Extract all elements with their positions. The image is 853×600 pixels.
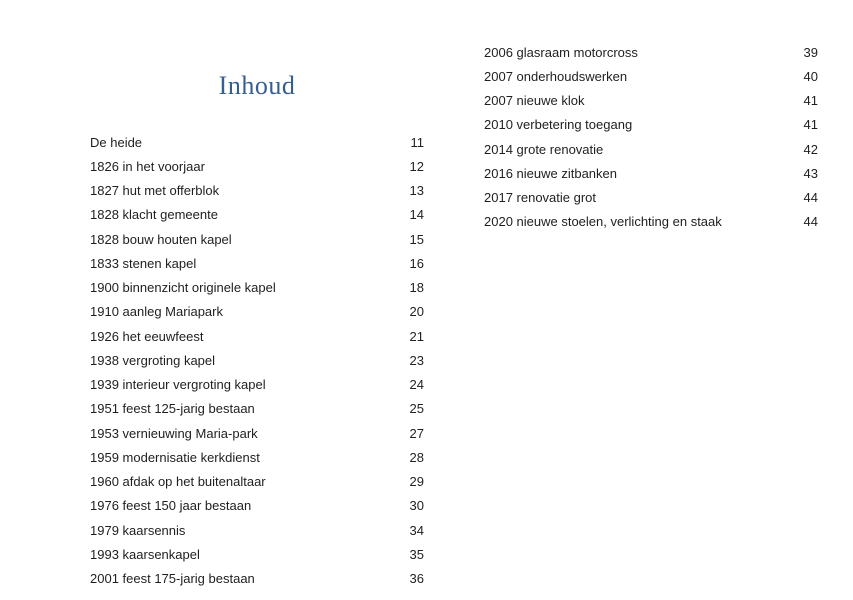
toc-entry-label: 1826 in het voorjaar <box>90 158 205 174</box>
toc-entry: 2014 grote renovatie 42 <box>484 137 818 161</box>
toc-entry: 2007 nieuwe klok 41 <box>484 89 818 113</box>
toc-entry-page: 28 <box>409 449 424 465</box>
toc-entry-page: 41 <box>803 93 818 109</box>
toc-entry-label: 1951 feest 125-jarig bestaan <box>90 401 255 417</box>
toc-entry: 1900 binnenzicht originele kapel 18 <box>90 276 424 300</box>
toc-entry-label: 1828 bouw houten kapel <box>90 231 232 247</box>
toc-entry-label: 2016 nieuwe zitbanken <box>484 165 617 181</box>
toc-entry: 1828 klacht gemeente 14 <box>90 203 424 227</box>
toc-entry-label: 1939 interieur vergroting kapel <box>90 377 266 393</box>
toc-entry-page: 34 <box>409 522 424 538</box>
toc-entry-label: 1833 stenen kapel <box>90 255 197 271</box>
toc-entry-label: 1828 klacht gemeente <box>90 207 218 223</box>
toc-entry-page: 25 <box>409 401 424 417</box>
page-title: Inhoud <box>218 71 296 100</box>
toc-entry: 2006 glasraam motorcross 39 <box>484 40 818 64</box>
toc-entry-page: 18 <box>409 280 424 296</box>
toc-entry-label: De heide <box>90 134 143 150</box>
toc-entry: 1979 kaarsennis 34 <box>90 518 424 542</box>
toc-entry: 2010 verbetering toegang 41 <box>484 113 818 137</box>
toc-entry-page: 23 <box>409 352 424 368</box>
toc-entry-label: 2010 verbetering toegang <box>484 117 633 133</box>
toc-entry: 1828 bouw houten kapel 15 <box>90 227 424 251</box>
toc-entry-page: 20 <box>409 304 424 320</box>
toc-entry-page: 30 <box>409 498 424 514</box>
toc-entry-page: 40 <box>803 68 818 84</box>
toc-entry-page: 13 <box>409 183 424 199</box>
toc-entry: 1910 aanleg Mariapark 20 <box>90 300 424 324</box>
toc-entry-label: 2001 feest 175-jarig bestaan <box>90 571 255 587</box>
toc-entry-label: 1910 aanleg Mariapark <box>90 304 223 320</box>
toc-entry-label: 2007 nieuwe klok <box>484 93 585 109</box>
toc-entry-label: 1900 binnenzicht originele kapel <box>90 280 276 296</box>
toc-entry: 2020 nieuwe stoelen, verlichting en staa… <box>484 210 818 234</box>
toc-entry-label: 1993 kaarsenkapel <box>90 546 200 562</box>
toc-entry-label: 2014 grote renovatie <box>484 141 604 157</box>
toc-entry-label: 2020 nieuwe stoelen, verlichting en staa… <box>484 214 722 230</box>
toc-entry-page: 16 <box>409 255 424 271</box>
toc-entry-page: 39 <box>803 44 818 60</box>
toc-entry: 2017 renovatie grot 44 <box>484 186 818 210</box>
toc-entry: 2001 feest 175-jarig bestaan 36 <box>90 567 424 591</box>
toc-entry-label: 1926 het eeuwfeest <box>90 328 204 344</box>
toc-entry-label: 1979 kaarsennis <box>90 522 186 538</box>
toc-entry-page: 12 <box>409 158 424 174</box>
toc-entry-label: 1953 vernieuwing Maria-park <box>90 425 258 441</box>
toc-entry-page: 29 <box>409 474 424 490</box>
toc-entry-label: 1959 modernisatie kerkdienst <box>90 449 260 465</box>
toc-entry-label: 1938 vergroting kapel <box>90 352 216 368</box>
toc-entry-page: 36 <box>409 571 424 587</box>
toc-entry: De heide 11 <box>90 130 424 154</box>
toc-entry: 1926 het eeuwfeest 21 <box>90 324 424 348</box>
toc-entry-page: 35 <box>409 546 424 562</box>
toc-entry: 1953 vernieuwing Maria-park 27 <box>90 421 424 445</box>
toc-entry-label: 2017 renovatie grot <box>484 190 597 206</box>
toc-entry: 1939 interieur vergroting kapel 24 <box>90 373 424 397</box>
toc-entry-page: 42 <box>803 141 818 157</box>
toc-entry: 2007 onderhoudswerken 40 <box>484 64 818 88</box>
toc-entry-page: 44 <box>803 214 818 230</box>
toc-column-right: 2006 glasraam motorcross 39 2007 onderho… <box>484 40 818 234</box>
toc-entry: 1951 feest 125-jarig bestaan 25 <box>90 397 424 421</box>
toc-entry: 1938 vergroting kapel 23 <box>90 348 424 372</box>
toc-entry-label: 1960 afdak op het buitenaltaar <box>90 474 266 490</box>
toc-column-left: De heide 11 1826 in het voorjaar 12 1827… <box>90 130 424 591</box>
toc-entry: 1826 in het voorjaar 12 <box>90 154 424 178</box>
toc-entry-page: 11 <box>410 134 425 150</box>
toc-entry-page: 43 <box>803 165 818 181</box>
toc-entry-page: 41 <box>803 117 818 133</box>
toc-entry-page: 24 <box>409 377 424 393</box>
toc-entry-page: 44 <box>803 190 818 206</box>
toc-entry: 1959 modernisatie kerkdienst 28 <box>90 445 424 469</box>
toc-entry-page: 15 <box>409 231 424 247</box>
toc-entry: 1827 hut met offerblok 13 <box>90 179 424 203</box>
toc-entry: 1833 stenen kapel 16 <box>90 251 424 275</box>
toc-entry-label: 1976 feest 150 jaar bestaan <box>90 498 252 514</box>
toc-entry-page: 14 <box>409 207 424 223</box>
toc-entry-page: 21 <box>409 328 424 344</box>
toc-entry-page: 27 <box>409 425 424 441</box>
toc-entry: 2016 nieuwe zitbanken 43 <box>484 161 818 185</box>
toc-entry-label: 1827 hut met offerblok <box>90 183 220 199</box>
toc-entry: 1976 feest 150 jaar bestaan 30 <box>90 494 424 518</box>
toc-entry: 1960 afdak op het buitenaltaar 29 <box>90 470 424 494</box>
toc-entry-label: 2006 glasraam motorcross <box>484 44 638 60</box>
toc-entry: 1993 kaarsenkapel 35 <box>90 542 424 566</box>
toc-entry-label: 2007 onderhoudswerken <box>484 68 628 84</box>
